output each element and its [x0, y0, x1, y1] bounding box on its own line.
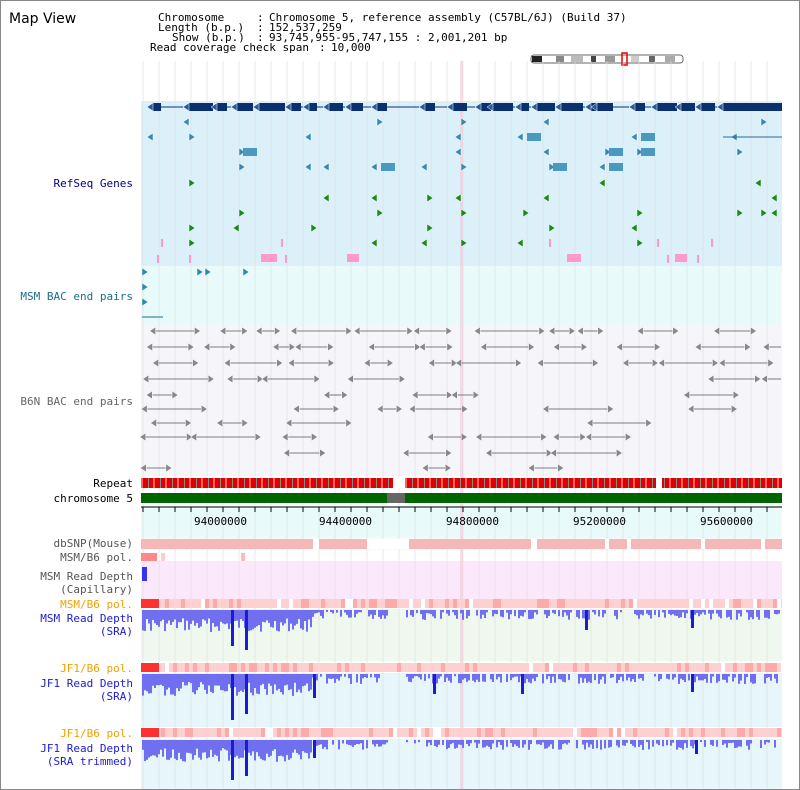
track-label-repeat[interactable]: Repeat: [93, 477, 133, 490]
chromosome-key: Chromosome: [158, 11, 225, 24]
repeat-track-bar[interactable]: [141, 478, 782, 488]
track-label-msm-depth-sra-sub: (SRA): [99, 625, 133, 638]
chromosome-value: Chromosome 5, reference assembly (C57BL/…: [269, 11, 627, 24]
track-label-msm-depth-cap-sub: (Capillary): [60, 583, 133, 596]
jf1-trim-depth-bars[interactable]: [142, 740, 776, 780]
refseq-genes-features[interactable]: [146, 102, 782, 263]
track-label-jf1-depth-sra[interactable]: JF1 Read Depth: [40, 677, 133, 690]
track-label-msm-depth-cap[interactable]: MSM Read Depth: [40, 570, 133, 583]
axis-tick-label: 94800000: [446, 515, 499, 528]
jf1-b6-pol-2-bars[interactable]: [141, 728, 782, 737]
chromosome-ideogram[interactable]: [530, 52, 684, 66]
track-label-jf1-b6-pol-2[interactable]: JF1/B6 pol.: [60, 727, 133, 740]
msm-b6-pol-2-bars[interactable]: [141, 599, 782, 608]
track-label-refseq[interactable]: RefSeq Genes: [53, 177, 133, 190]
position-axis: [141, 506, 782, 512]
dbsnp-track-bars[interactable]: [141, 539, 782, 549]
track-label-msm-depth-sra[interactable]: MSM Read Depth: [40, 612, 133, 625]
track-label-msm-b6-pol-2[interactable]: MSM/B6 pol.: [60, 598, 133, 611]
length-value: 152,537,259: [269, 21, 342, 34]
axis-tick-label: 95600000: [700, 515, 753, 528]
page-title: Map View: [9, 11, 77, 27]
b6n-bac-features[interactable]: [139, 326, 781, 473]
show-value: 93,745,955-95,747,155 : 2,001,201 bp: [269, 31, 508, 44]
jf1-sra-depth-bars[interactable]: [142, 674, 778, 720]
axis-tick-label: 94400000: [319, 515, 372, 528]
msm-b6-pol-1-bars[interactable]: [141, 553, 245, 561]
track-label-jf1-depth-sra-sub: (SRA): [99, 690, 133, 703]
axis-tick-label: 94000000: [194, 515, 247, 528]
msm-sra-depth-bars[interactable]: [142, 610, 780, 650]
jf1-b6-pol-1-bars[interactable]: [141, 663, 785, 672]
highlight-column: [460, 61, 463, 789]
show-key: Show (b.p.): [172, 31, 245, 44]
track-label-b6n-bac[interactable]: B6N BAC end pairs: [20, 395, 133, 408]
track-label-msm-b6-pol-1[interactable]: MSM/B6 pol.: [60, 551, 133, 564]
track-label-jf1-depth-trim[interactable]: JF1 Read Depth: [40, 742, 133, 755]
chromosome-gap: [387, 493, 405, 503]
msm-cap-depth-bar[interactable]: [142, 567, 147, 581]
span-value: 10,000: [331, 41, 371, 54]
chromosome-bar[interactable]: [141, 493, 782, 503]
track-label-chromosome[interactable]: chromosome 5: [53, 492, 133, 505]
span-key: Read coverage check span: [150, 41, 309, 54]
msm-bac-features[interactable]: [141, 267, 250, 318]
track-label-msm-bac[interactable]: MSM BAC end pairs: [20, 290, 133, 303]
track-label-dbsnp[interactable]: dbSNP(Mouse): [53, 537, 133, 550]
track-label-jf1-depth-trim-sub: (SRA trimmed): [46, 755, 133, 768]
track-label-jf1-b6-pol-1[interactable]: JF1/B6 pol.: [60, 662, 133, 675]
length-key: Length (b.p.): [158, 21, 245, 34]
axis-tick-label: 95200000: [573, 515, 626, 528]
